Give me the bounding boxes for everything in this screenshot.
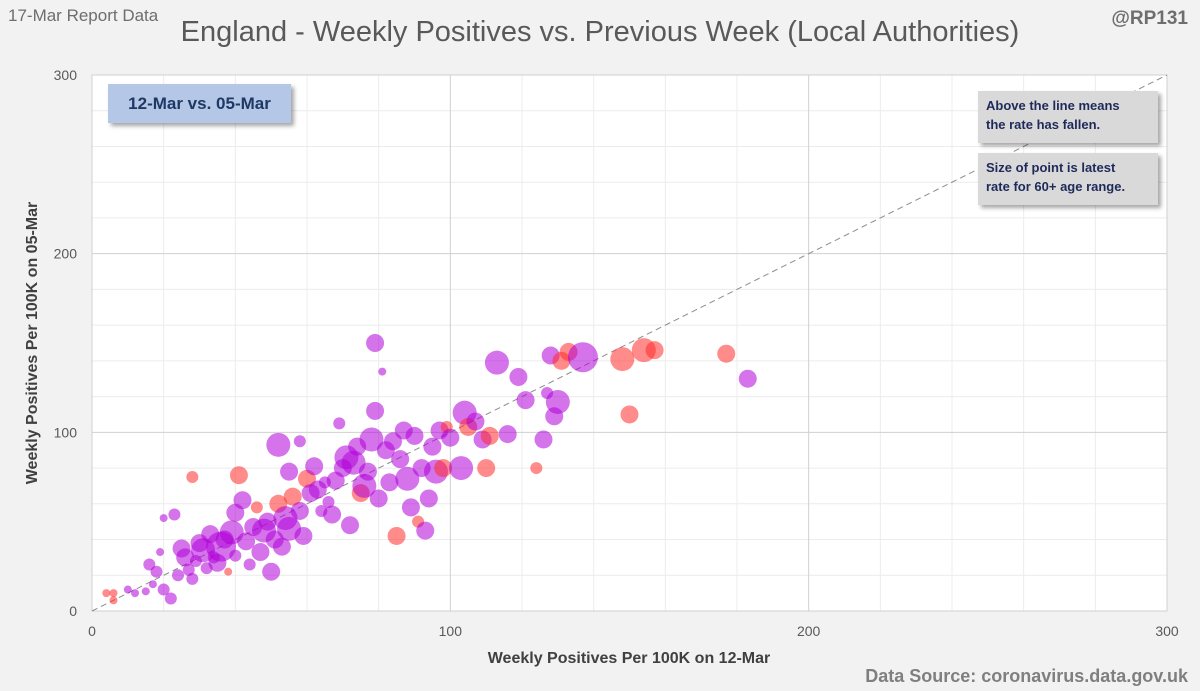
- data-point: [102, 589, 111, 598]
- data-point: [401, 498, 420, 517]
- data-point: [567, 342, 598, 373]
- data-point: [434, 459, 453, 478]
- data-point: [509, 367, 528, 386]
- data-point: [530, 462, 543, 475]
- data-point: [293, 435, 306, 448]
- data-points: [102, 334, 757, 605]
- data-point: [378, 367, 387, 376]
- data-point: [168, 508, 181, 521]
- data-point: [534, 430, 553, 449]
- x-tick-label: 100: [439, 623, 463, 639]
- data-point: [283, 487, 302, 506]
- period-callout: 12-Mar vs. 05-Mar: [108, 84, 291, 123]
- data-point: [477, 459, 496, 478]
- data-point: [498, 425, 517, 444]
- data-point: [366, 334, 385, 352]
- data-point: [109, 596, 118, 605]
- data-point: [466, 412, 485, 431]
- y-axis-label: Weekly Positives Per 100K on 05-Mar: [24, 202, 41, 485]
- data-point: [266, 432, 291, 457]
- data-point: [387, 526, 406, 545]
- data-point: [109, 589, 118, 598]
- data-point: [484, 350, 509, 375]
- reference-line-note: Above the line means the rate has fallen…: [978, 91, 1158, 143]
- data-point: [150, 565, 163, 578]
- data-point: [305, 457, 324, 476]
- reference-line-note-line1: Above the line means: [986, 98, 1120, 113]
- y-tick-label: 200: [54, 246, 78, 262]
- data-point: [156, 548, 165, 557]
- x-tick-label: 0: [88, 623, 96, 639]
- y-tick-label: 300: [54, 67, 78, 83]
- y-tick-labels: 0 100 200 300: [54, 67, 78, 619]
- data-point: [237, 532, 256, 551]
- data-point: [516, 391, 535, 410]
- point-size-note-line2: rate for 60+ age range.: [986, 179, 1126, 194]
- data-point: [391, 450, 410, 469]
- data-point: [480, 426, 499, 445]
- data-point: [358, 462, 377, 481]
- x-tick-label: 300: [1155, 623, 1179, 639]
- point-size-note: Size of point is latest rate for 60+ age…: [978, 153, 1158, 205]
- data-point: [423, 437, 442, 456]
- y-tick-label: 100: [54, 424, 78, 440]
- data-point: [172, 569, 184, 582]
- data-point: [545, 389, 570, 414]
- data-point: [229, 549, 242, 562]
- data-point: [159, 514, 168, 523]
- data-point: [233, 491, 252, 510]
- data-point: [157, 583, 170, 596]
- point-size-note-line1: Size of point is latest: [986, 160, 1116, 175]
- major-gridlines: [91, 74, 1168, 612]
- data-point: [294, 526, 313, 545]
- y-tick-label: 0: [69, 603, 77, 619]
- data-point: [449, 456, 474, 481]
- data-point: [148, 580, 157, 589]
- data-point: [380, 473, 399, 492]
- data-point: [280, 462, 299, 481]
- data-point: [323, 505, 342, 524]
- x-tick-labels: 0 100 200 300: [88, 623, 1179, 639]
- data-point: [441, 428, 460, 447]
- report-date-label: 17-Mar Report Data: [8, 6, 159, 25]
- data-point: [610, 347, 635, 372]
- data-point: [645, 341, 664, 360]
- data-point: [333, 417, 346, 430]
- data-point: [738, 369, 757, 388]
- data-point: [229, 466, 248, 485]
- data-point: [262, 562, 281, 581]
- data-point: [369, 489, 388, 508]
- data-point: [224, 567, 233, 576]
- data-point: [258, 512, 277, 531]
- data-point: [186, 572, 199, 585]
- x-tick-label: 200: [797, 623, 821, 639]
- reference-line-note-line2: the rate has fallen.: [986, 117, 1101, 132]
- data-point: [123, 585, 132, 594]
- data-point: [341, 516, 359, 535]
- data-point: [243, 558, 256, 571]
- data-point: [141, 587, 150, 596]
- data-point: [395, 466, 420, 491]
- data-source-label: Data Source: coronavirus.data.gov.uk: [865, 666, 1188, 686]
- data-point: [717, 344, 736, 363]
- data-point: [186, 471, 199, 483]
- x-axis-label: Weekly Positives Per 100K on 12-Mar: [488, 650, 771, 667]
- data-point: [322, 496, 335, 509]
- data-point: [176, 548, 195, 567]
- data-point: [416, 521, 435, 540]
- data-point: [620, 405, 639, 424]
- data-point: [419, 489, 438, 508]
- data-point: [272, 537, 291, 556]
- data-point: [359, 427, 384, 452]
- data-point: [164, 592, 177, 605]
- chart-title: England - Weekly Positives vs. Previous …: [180, 16, 1020, 48]
- data-point: [290, 501, 309, 520]
- data-point: [366, 401, 385, 420]
- author-handle: @RP131: [1111, 8, 1188, 29]
- data-point: [251, 543, 270, 562]
- data-point: [250, 501, 263, 514]
- data-point: [131, 589, 139, 598]
- data-point: [405, 426, 424, 445]
